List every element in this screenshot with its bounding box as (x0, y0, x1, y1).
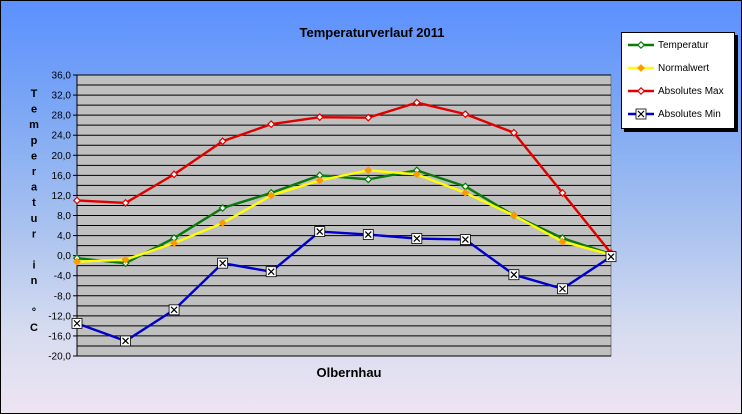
y-tick-label: 20,0 (52, 151, 72, 162)
y-tick-label: 36,0 (52, 71, 72, 82)
y-tick-label: 12,0 (52, 191, 72, 202)
data-point (508, 269, 520, 281)
series-line (76, 101, 612, 254)
data-point (315, 113, 324, 122)
data-point (461, 110, 470, 119)
data-point (362, 229, 374, 240)
y-tick-label: 8,0 (57, 211, 71, 222)
y-axis-label-char: a (31, 182, 38, 194)
data-point (364, 175, 373, 184)
data-point (121, 255, 130, 264)
y-axis-label-char: r (32, 166, 37, 178)
y-axis-label-char: t (32, 197, 36, 209)
legend-item: Absolutes Min (622, 107, 736, 123)
y-tick-label: -16,0 (48, 331, 71, 342)
y-tick-label: 28,0 (52, 111, 72, 122)
y-axis-label-char: C (30, 322, 38, 334)
data-point (121, 198, 130, 208)
y-tick-label: -12,0 (48, 311, 71, 322)
y-tick-label: -8,0 (54, 291, 72, 302)
data-point (170, 239, 178, 248)
y-axis-label-char: e (31, 104, 37, 116)
y-tick-label: 4,0 (57, 231, 71, 242)
legend-swatch (628, 86, 654, 96)
data-point (217, 257, 229, 269)
y-tick-label: 24,0 (52, 131, 72, 142)
data-point (218, 203, 227, 213)
data-point (364, 166, 373, 175)
series-line (76, 169, 612, 263)
data-point (459, 234, 471, 245)
y-tick-label: -20,0 (48, 352, 71, 363)
data-point (168, 304, 180, 316)
data-point (636, 86, 646, 96)
data-point (71, 317, 83, 329)
data-point (315, 176, 324, 185)
data-point (637, 64, 645, 72)
series-normalwert (73, 166, 615, 266)
y-axis-ticks: 36,0 32,0 28,0 24,0 20,0 16,0 12,0 8,0 4,0 0,0 -4,… (48, 71, 77, 363)
data-point (461, 189, 470, 197)
data-point (412, 170, 421, 179)
y-axis-label-char: r (32, 228, 37, 240)
legend-item: Absolutes Max (622, 84, 736, 100)
y-axis-label-char: i (32, 260, 35, 272)
data-point (265, 266, 277, 278)
legend-swatch (628, 108, 654, 120)
legend-item: Temperatur (622, 38, 736, 54)
y-tick-label: 16,0 (52, 171, 72, 182)
data-point (635, 108, 647, 120)
legend: Temperatur Normalwert Absolutes Max Absolut… (621, 32, 735, 129)
legend-label: Absolutes Max (658, 86, 724, 97)
data-point (558, 237, 567, 246)
data-point (557, 283, 568, 295)
data-point (558, 188, 567, 197)
y-axis-label-char: T (31, 88, 38, 100)
x-axis-label: Olbernhau (316, 365, 381, 380)
data-point (510, 211, 518, 220)
legend-label: Normalwert (658, 63, 710, 74)
data-point (509, 128, 518, 137)
y-axis-label-char: e (31, 150, 37, 162)
data-point (412, 98, 421, 107)
legend-label: Temperatur (658, 40, 709, 51)
y-axis-label-char: ° (32, 306, 36, 318)
legend-swatch (628, 64, 654, 72)
y-tick-label: 32,0 (52, 91, 72, 102)
data-point (218, 137, 227, 146)
y-axis-label-char: p (31, 135, 38, 147)
y-axis-label-char: m (29, 119, 39, 131)
data-point (72, 196, 82, 205)
data-point (120, 335, 131, 347)
y-axis-label-char: n (31, 275, 38, 287)
data-point (73, 257, 81, 266)
data-point (314, 226, 326, 237)
series-layer (71, 98, 617, 347)
data-point (170, 170, 179, 179)
data-point (411, 233, 423, 244)
legend-label: Absolutes Min (658, 109, 721, 120)
plot-area (76, 74, 612, 357)
series-absolutes-min (71, 226, 617, 347)
data-point (267, 191, 276, 200)
y-axis-label-char: u (31, 213, 38, 225)
data-point (364, 113, 373, 122)
legend-item: Normalwert (622, 61, 736, 77)
data-point (267, 120, 276, 129)
series-line (76, 230, 612, 343)
data-point (636, 40, 646, 50)
y-tick-label: -4,0 (54, 271, 72, 282)
y-tick-label: 0,0 (57, 251, 71, 262)
chart-title: Temperaturverlauf 2011 (300, 25, 445, 40)
legend-swatch (628, 40, 654, 50)
data-point (605, 251, 617, 263)
data-point (218, 219, 227, 227)
